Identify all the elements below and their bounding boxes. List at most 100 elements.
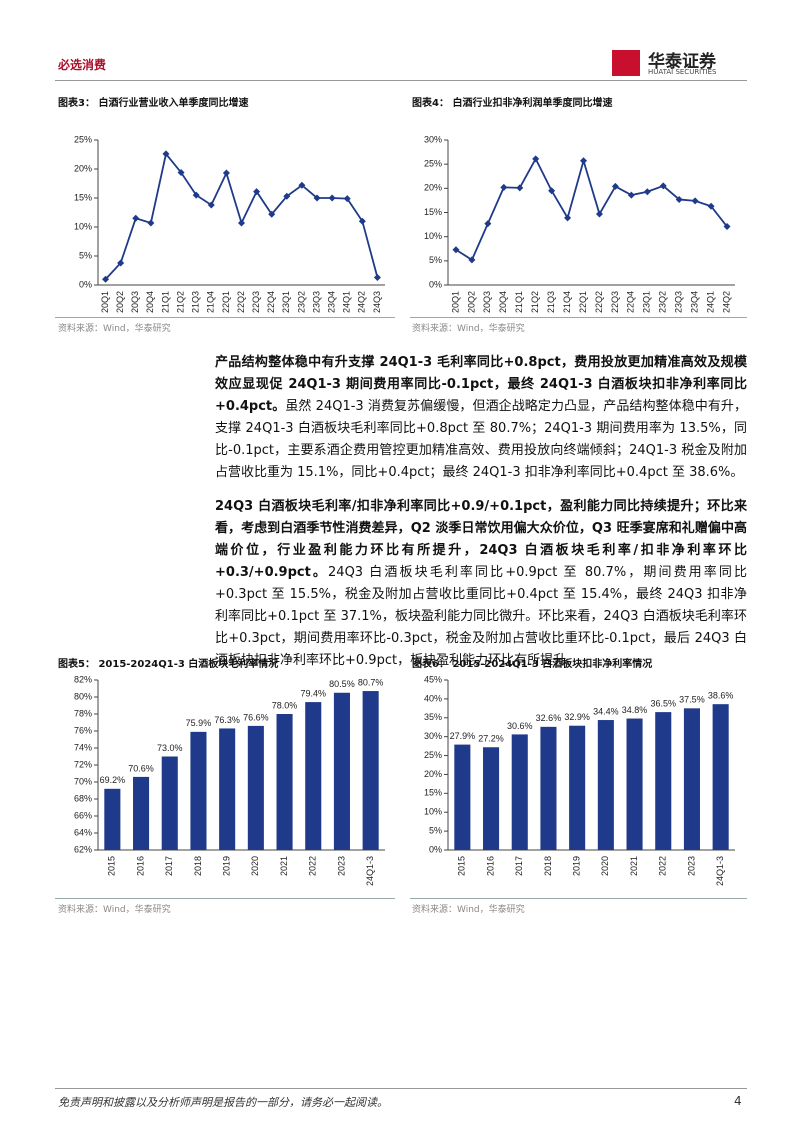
x-tick-label: 2022 xyxy=(658,856,668,876)
value-label: 34.4% xyxy=(593,706,619,716)
x-tick-label: 20Q3 xyxy=(482,291,492,313)
marker xyxy=(643,188,651,196)
marker xyxy=(532,155,540,163)
bar xyxy=(247,725,264,850)
x-tick-label: 22Q3 xyxy=(610,291,620,313)
x-tick-label: 21Q2 xyxy=(530,291,540,313)
x-tick-label: 21Q1 xyxy=(160,291,170,313)
bar xyxy=(305,702,322,850)
marker xyxy=(102,275,110,283)
marker xyxy=(147,219,155,227)
x-tick-label: 24Q1 xyxy=(705,291,715,313)
x-tick-label: 24Q2 xyxy=(721,291,731,313)
value-label: 30.6% xyxy=(507,721,533,731)
marker xyxy=(516,184,524,192)
body-text: 产品结构整体稳中有升支撑 24Q1-3 毛利率同比+0.8pct，费用投放更加精… xyxy=(215,352,747,684)
value-label: 32.9% xyxy=(564,712,590,722)
y-tick-label: 15% xyxy=(424,788,442,798)
value-label: 70.6% xyxy=(128,763,154,773)
marker xyxy=(611,182,619,190)
marker xyxy=(238,219,245,227)
x-tick-label: 23Q3 xyxy=(311,291,321,313)
x-tick-label: 2018 xyxy=(193,856,203,876)
y-tick-label: 5% xyxy=(79,250,92,260)
y-tick-label: 76% xyxy=(74,725,92,735)
text: 24Q3 白酒板块毛利率同比+0.9pct 至 80.7%，期间费用率同比+0.… xyxy=(215,565,747,668)
source: 资料来源：Wind，华泰研究 xyxy=(58,905,171,915)
bar xyxy=(597,720,614,850)
marker xyxy=(313,194,321,202)
y-tick-label: 30% xyxy=(424,134,442,144)
page-number: 4 xyxy=(734,1094,742,1108)
value-label: 80.5% xyxy=(329,679,355,689)
value-label: 69.2% xyxy=(100,775,126,785)
y-tick-label: 30% xyxy=(424,731,442,741)
marker xyxy=(192,191,200,199)
y-tick-label: 78% xyxy=(74,708,92,718)
y-tick-label: 0% xyxy=(429,279,442,289)
marker xyxy=(162,150,170,158)
x-tick-label: 2018 xyxy=(543,856,553,876)
y-tick-label: 70% xyxy=(74,776,92,786)
y-tick-label: 68% xyxy=(74,793,92,803)
bar xyxy=(219,728,236,850)
y-tick-label: 82% xyxy=(74,674,92,684)
x-tick-label: 2021 xyxy=(279,856,289,876)
y-tick-label: 62% xyxy=(74,844,92,854)
x-tick-label: 2017 xyxy=(164,856,174,876)
bar xyxy=(683,708,700,850)
bar xyxy=(540,726,557,850)
marker xyxy=(222,169,230,177)
x-tick-label: 20Q2 xyxy=(466,291,476,313)
marker xyxy=(373,273,381,281)
x-tick-label: 22Q1 xyxy=(221,291,231,313)
marker xyxy=(358,217,366,225)
y-tick-label: 80% xyxy=(74,691,92,701)
bar xyxy=(104,788,121,850)
marker xyxy=(675,195,683,203)
x-tick-label: 2019 xyxy=(222,856,232,876)
y-tick-label: 64% xyxy=(74,827,92,837)
marker xyxy=(627,191,635,199)
marker xyxy=(207,201,215,209)
x-tick-label: 24Q3 xyxy=(372,291,382,313)
x-tick-label: 22Q4 xyxy=(266,291,276,313)
bar xyxy=(161,756,178,850)
bar xyxy=(626,718,643,850)
value-label: 79.4% xyxy=(300,688,326,698)
value-label: 34.8% xyxy=(622,705,648,715)
header-rule xyxy=(55,80,747,81)
x-tick-label: 23Q1 xyxy=(281,291,291,313)
marker xyxy=(595,210,603,218)
x-tick-label: 20Q4 xyxy=(498,291,508,313)
marker xyxy=(468,256,476,264)
marker xyxy=(707,202,715,210)
y-tick-label: 45% xyxy=(424,674,442,684)
chart: 0% 5% 10% 15% 20% 25% 30% 35% 40% 45% 2015 2016 2017… xyxy=(424,674,735,886)
bar xyxy=(362,691,379,850)
x-tick-label: 21Q3 xyxy=(191,291,201,313)
x-tick-label: 23Q4 xyxy=(327,291,337,313)
chart-title: 图表3： 白酒行业营业收入单季度同比增速 xyxy=(58,98,249,109)
marker xyxy=(253,188,261,196)
source: 资料来源：Wind，华泰研究 xyxy=(58,324,171,334)
chart-title: 图表5： 2015-2024Q1-3 白酒板块毛利率情况 xyxy=(58,659,279,670)
bar xyxy=(483,747,500,850)
x-tick-label: 2017 xyxy=(514,856,524,876)
value-label: 32.6% xyxy=(536,713,562,723)
chart: 0% 5% 10% 15% 20% 25% 20Q1 20Q2 20Q3 20Q4 21Q1 21Q2… xyxy=(74,134,385,313)
x-tick-label: 2020 xyxy=(600,856,610,876)
bar xyxy=(511,734,528,850)
x-tick-label: 20Q1 xyxy=(100,291,110,313)
y-tick-label: 25% xyxy=(424,159,442,169)
rule xyxy=(410,317,747,318)
bar xyxy=(569,725,586,850)
chart-title: 图表6： 2015-2024Q1-3 白酒板块扣非净利率情况 xyxy=(412,659,653,670)
value-label: 36.5% xyxy=(650,698,676,708)
x-tick-label: 20Q3 xyxy=(130,291,140,313)
marker xyxy=(659,182,667,190)
marker xyxy=(691,197,699,205)
source: 资料来源：Wind，华泰研究 xyxy=(412,324,525,334)
marker xyxy=(177,168,185,176)
